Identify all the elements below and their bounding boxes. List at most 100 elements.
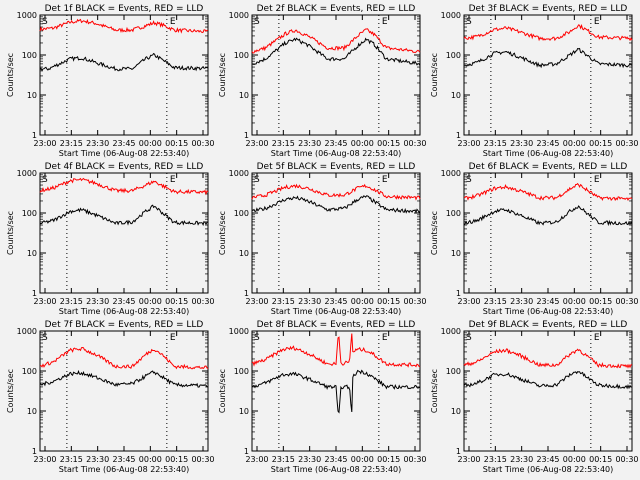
series-line-events (39, 369, 209, 388)
panel-8: Det 8f BLACK = Events, RED = LLD 1 10 100 10… (218, 320, 427, 474)
end-marker-label: E (170, 175, 176, 185)
panel-5: Det 5f BLACK = Events, RED = LLD 1 10 100 10… (218, 162, 427, 316)
x-tick-label: 00:00 (351, 297, 374, 306)
y-axis-label: Counts/sec (218, 211, 227, 255)
x-tick-label: 00:15 (377, 455, 400, 464)
end-marker-label: E (170, 333, 176, 343)
y-tick-label: 1 (244, 447, 249, 456)
x-tick-label: 00:30 (615, 139, 638, 148)
y-axis-label: Counts/sec (6, 211, 15, 255)
y-tick-label: 1000 (229, 327, 249, 336)
chart-title: Det 5f BLACK = Events, RED = LLD (257, 162, 416, 172)
x-axis-label: Start Time (06-Aug-08 22:53:40) (271, 307, 402, 316)
x-tick-label: 23:15 (60, 297, 83, 306)
x-tick-label: 00:15 (589, 139, 612, 148)
x-axis-label: Start Time (06-Aug-08 22:53:40) (271, 465, 402, 474)
x-tick-label: 00:00 (139, 139, 162, 148)
end-marker-label: E (594, 175, 600, 185)
end-marker-label: E (594, 333, 600, 343)
x-axis-label: Start Time (06-Aug-08 22:53:40) (483, 149, 614, 158)
series-line-lld (251, 28, 421, 54)
end-marker-label: E (382, 333, 388, 343)
panel-6: Det 6f BLACK = Events, RED = LLD 1 10 100 10… (430, 162, 639, 316)
x-tick-label: 23:00 (245, 297, 268, 306)
panel-9: Det 9f BLACK = Events, RED = LLD 1 10 100 10… (430, 320, 639, 474)
x-tick-label: 23:45 (324, 139, 347, 148)
x-tick-label: 00:15 (589, 455, 612, 464)
panel-2: Det 2f BLACK = Events, RED = LLD 1 10 100 10… (218, 4, 427, 158)
x-tick-label: 00:30 (403, 297, 426, 306)
y-tick-label: 1 (456, 447, 461, 456)
panel-3: Det 3f BLACK = Events, RED = LLD 1 10 100 10… (430, 4, 639, 158)
y-axis-label: Counts/sec (430, 369, 439, 413)
x-tick-label: 00:30 (403, 139, 426, 148)
y-tick-label: 10 (451, 407, 461, 416)
x-tick-label: 23:45 (536, 455, 559, 464)
y-tick-label: 1 (32, 447, 37, 456)
y-tick-label: 10 (27, 91, 37, 100)
series-line-events (39, 52, 209, 72)
y-tick-label: 1000 (441, 169, 461, 178)
x-tick-label: 23:00 (33, 297, 56, 306)
x-tick-label: 23:00 (457, 297, 480, 306)
chart-title: Det 8f BLACK = Events, RED = LLD (257, 320, 416, 330)
x-tick-label: 23:45 (112, 297, 135, 306)
y-tick-label: 100 (22, 51, 37, 60)
chart-title: Det 9f BLACK = Events, RED = LLD (469, 320, 628, 330)
x-tick-label: 00:15 (377, 139, 400, 148)
x-axis-label: Start Time (06-Aug-08 22:53:40) (59, 465, 190, 474)
plot-frame (251, 14, 421, 136)
x-tick-label: 00:30 (403, 455, 426, 464)
y-tick-label: 10 (451, 249, 461, 258)
x-tick-label: 00:30 (615, 297, 638, 306)
x-tick-label: 23:30 (86, 455, 109, 464)
x-tick-label: 23:15 (60, 455, 83, 464)
end-marker-label: E (594, 17, 600, 27)
y-tick-label: 10 (451, 91, 461, 100)
x-tick-label: 00:00 (563, 139, 586, 148)
x-axis-label: Start Time (06-Aug-08 22:53:40) (483, 307, 614, 316)
series-line-events (251, 369, 421, 414)
series-line-lld (463, 348, 632, 369)
x-tick-label: 23:00 (457, 455, 480, 464)
y-tick-label: 100 (234, 367, 249, 376)
series-line-lld (463, 182, 633, 202)
y-tick-label: 1000 (441, 11, 461, 20)
y-axis-label: Counts/sec (6, 53, 15, 97)
x-tick-label: 23:15 (272, 455, 295, 464)
x-tick-label: 23:00 (245, 455, 268, 464)
x-tick-label: 23:45 (536, 139, 559, 148)
x-tick-label: 23:00 (245, 139, 268, 148)
x-tick-label: 23:45 (324, 297, 347, 306)
x-tick-label: 23:15 (484, 139, 507, 148)
series-line-lld (463, 23, 633, 42)
chart-title: Det 7f BLACK = Events, RED = LLD (45, 320, 204, 330)
x-tick-label: 23:30 (298, 139, 321, 148)
x-tick-label: 23:45 (324, 455, 347, 464)
x-tick-label: 23:15 (60, 139, 83, 148)
y-axis-label: Counts/sec (218, 369, 227, 413)
y-tick-label: 1000 (17, 169, 37, 178)
start-marker-label: S (42, 333, 48, 343)
plot-frame (39, 330, 209, 452)
x-tick-label: 23:30 (510, 297, 533, 306)
chart-title: Det 1f BLACK = Events, RED = LLD (45, 4, 204, 14)
x-tick-label: 00:30 (191, 455, 214, 464)
chart-title: Det 4f BLACK = Events, RED = LLD (45, 162, 204, 172)
x-axis-label: Start Time (06-Aug-08 22:53:40) (59, 307, 190, 316)
x-tick-label: 23:00 (33, 455, 56, 464)
x-tick-label: 23:30 (510, 139, 533, 148)
x-tick-label: 00:30 (191, 139, 214, 148)
y-tick-label: 100 (22, 209, 37, 218)
x-tick-label: 00:15 (165, 455, 188, 464)
y-tick-label: 100 (22, 367, 37, 376)
chart-title: Det 6f BLACK = Events, RED = LLD (469, 162, 628, 172)
x-tick-label: 00:00 (351, 139, 374, 148)
y-tick-label: 1 (32, 131, 37, 140)
y-tick-label: 1000 (229, 11, 249, 20)
plot-frame (39, 14, 209, 136)
start-marker-label: S (254, 333, 260, 343)
start-marker-label: S (466, 333, 472, 343)
x-tick-label: 23:45 (112, 455, 135, 464)
y-tick-label: 10 (239, 407, 249, 416)
